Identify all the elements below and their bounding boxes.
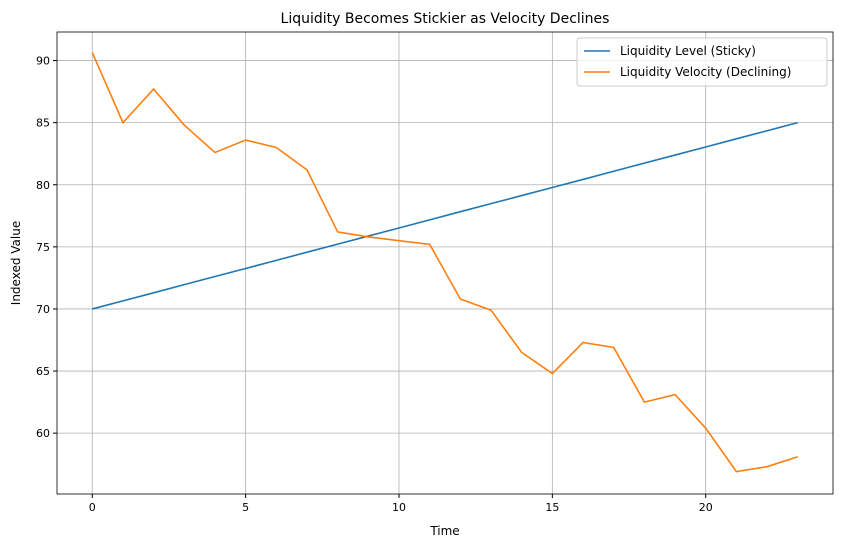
legend-label: Liquidity Level (Sticky) <box>620 44 756 58</box>
legend: Liquidity Level (Sticky) Liquidity Veloci… <box>576 37 828 87</box>
series-line-0 <box>92 121 798 310</box>
y-tick-label: 65 <box>36 365 50 378</box>
grid <box>57 32 833 494</box>
y-tick-label: 60 <box>36 427 50 440</box>
y-tick-label: 85 <box>36 117 50 130</box>
x-tick-label: 20 <box>699 501 713 514</box>
x-tick-label: 5 <box>242 501 249 514</box>
x-tick-label: 0 <box>89 501 96 514</box>
ticks: 0 5 10 15 20 60 65 70 75 80 85 90 <box>36 55 713 514</box>
chart-title: Liquidity Becomes Stickier as Velocity D… <box>281 11 610 27</box>
x-axis-label: Time <box>429 524 459 538</box>
series-lines <box>91 52 798 473</box>
legend-box <box>576 37 828 87</box>
x-tick-label: 10 <box>392 501 406 514</box>
y-tick-label: 90 <box>36 55 50 68</box>
x-tick-label: 15 <box>545 501 559 514</box>
plot-frame <box>56 31 834 495</box>
y-axis-label: Indexed Value <box>9 221 23 305</box>
series-line-1 <box>91 52 798 473</box>
y-tick-label: 80 <box>36 179 50 192</box>
legend-label: Liquidity Velocity (Declining) <box>620 65 791 79</box>
y-tick-label: 70 <box>36 303 50 316</box>
y-tick-label: 75 <box>36 241 50 254</box>
